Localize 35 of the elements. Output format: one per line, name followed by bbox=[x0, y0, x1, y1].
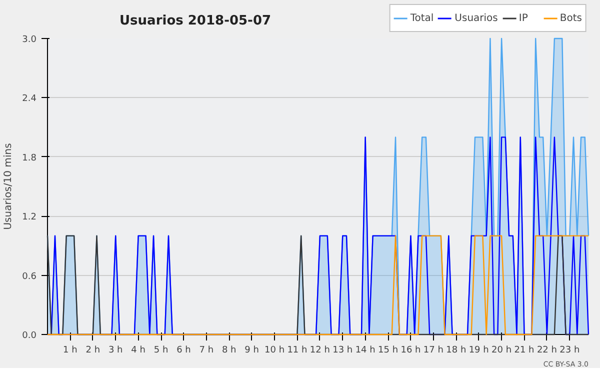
x-tick-label: 12 h bbox=[310, 346, 330, 356]
x-tick-label: 11 h bbox=[287, 346, 308, 356]
x-tick-label: 1 h bbox=[63, 346, 78, 356]
x-tick-label: 16 h bbox=[400, 346, 421, 356]
x-tick-label: 10 h bbox=[264, 346, 285, 356]
legend-label: IP bbox=[518, 12, 529, 24]
x-tick-label: 13 h bbox=[332, 346, 353, 356]
y-tick-label: 1.2 bbox=[22, 212, 37, 223]
x-tick-label: 5 h bbox=[154, 346, 168, 356]
x-tick-label: 4 h bbox=[131, 346, 146, 356]
x-tick-label: 7 h bbox=[199, 346, 214, 356]
y-tick-label: 0.6 bbox=[22, 272, 37, 282]
x-tick-label: 14 h bbox=[355, 346, 376, 356]
legend-label: Bots bbox=[560, 12, 582, 24]
y-tick-label: 2.4 bbox=[22, 94, 37, 104]
legend-label: Usuarios bbox=[454, 12, 498, 24]
x-tick-label: 2 h bbox=[86, 346, 100, 356]
x-tick-label: 8 h bbox=[222, 346, 236, 356]
y-axis-title: Usuarios/10 mins bbox=[3, 143, 14, 230]
x-tick-label: 23 h bbox=[560, 346, 580, 356]
x-tick-label: 21 h bbox=[514, 346, 534, 356]
x-tick-label: 19 h bbox=[468, 346, 489, 356]
y-tick-label: 0.0 bbox=[22, 331, 37, 341]
x-tick-label: 6 h bbox=[176, 346, 191, 356]
chart-title: Usuarios 2018-05-07 bbox=[120, 14, 272, 28]
x-tick-label: 18 h bbox=[446, 346, 466, 356]
x-tick-label: 9 h bbox=[244, 346, 259, 356]
x-tick-label: 20 h bbox=[492, 346, 512, 356]
x-tick-label: 15 h bbox=[378, 346, 398, 356]
legend-label: Total bbox=[410, 12, 434, 24]
y-tick-label: 3.0 bbox=[22, 35, 37, 45]
y-tick-label: 1.8 bbox=[22, 153, 37, 164]
x-tick-label: 3 h bbox=[108, 346, 123, 356]
x-tick-label: 17 h bbox=[423, 346, 444, 356]
x-tick-label: 22 h bbox=[536, 346, 557, 356]
